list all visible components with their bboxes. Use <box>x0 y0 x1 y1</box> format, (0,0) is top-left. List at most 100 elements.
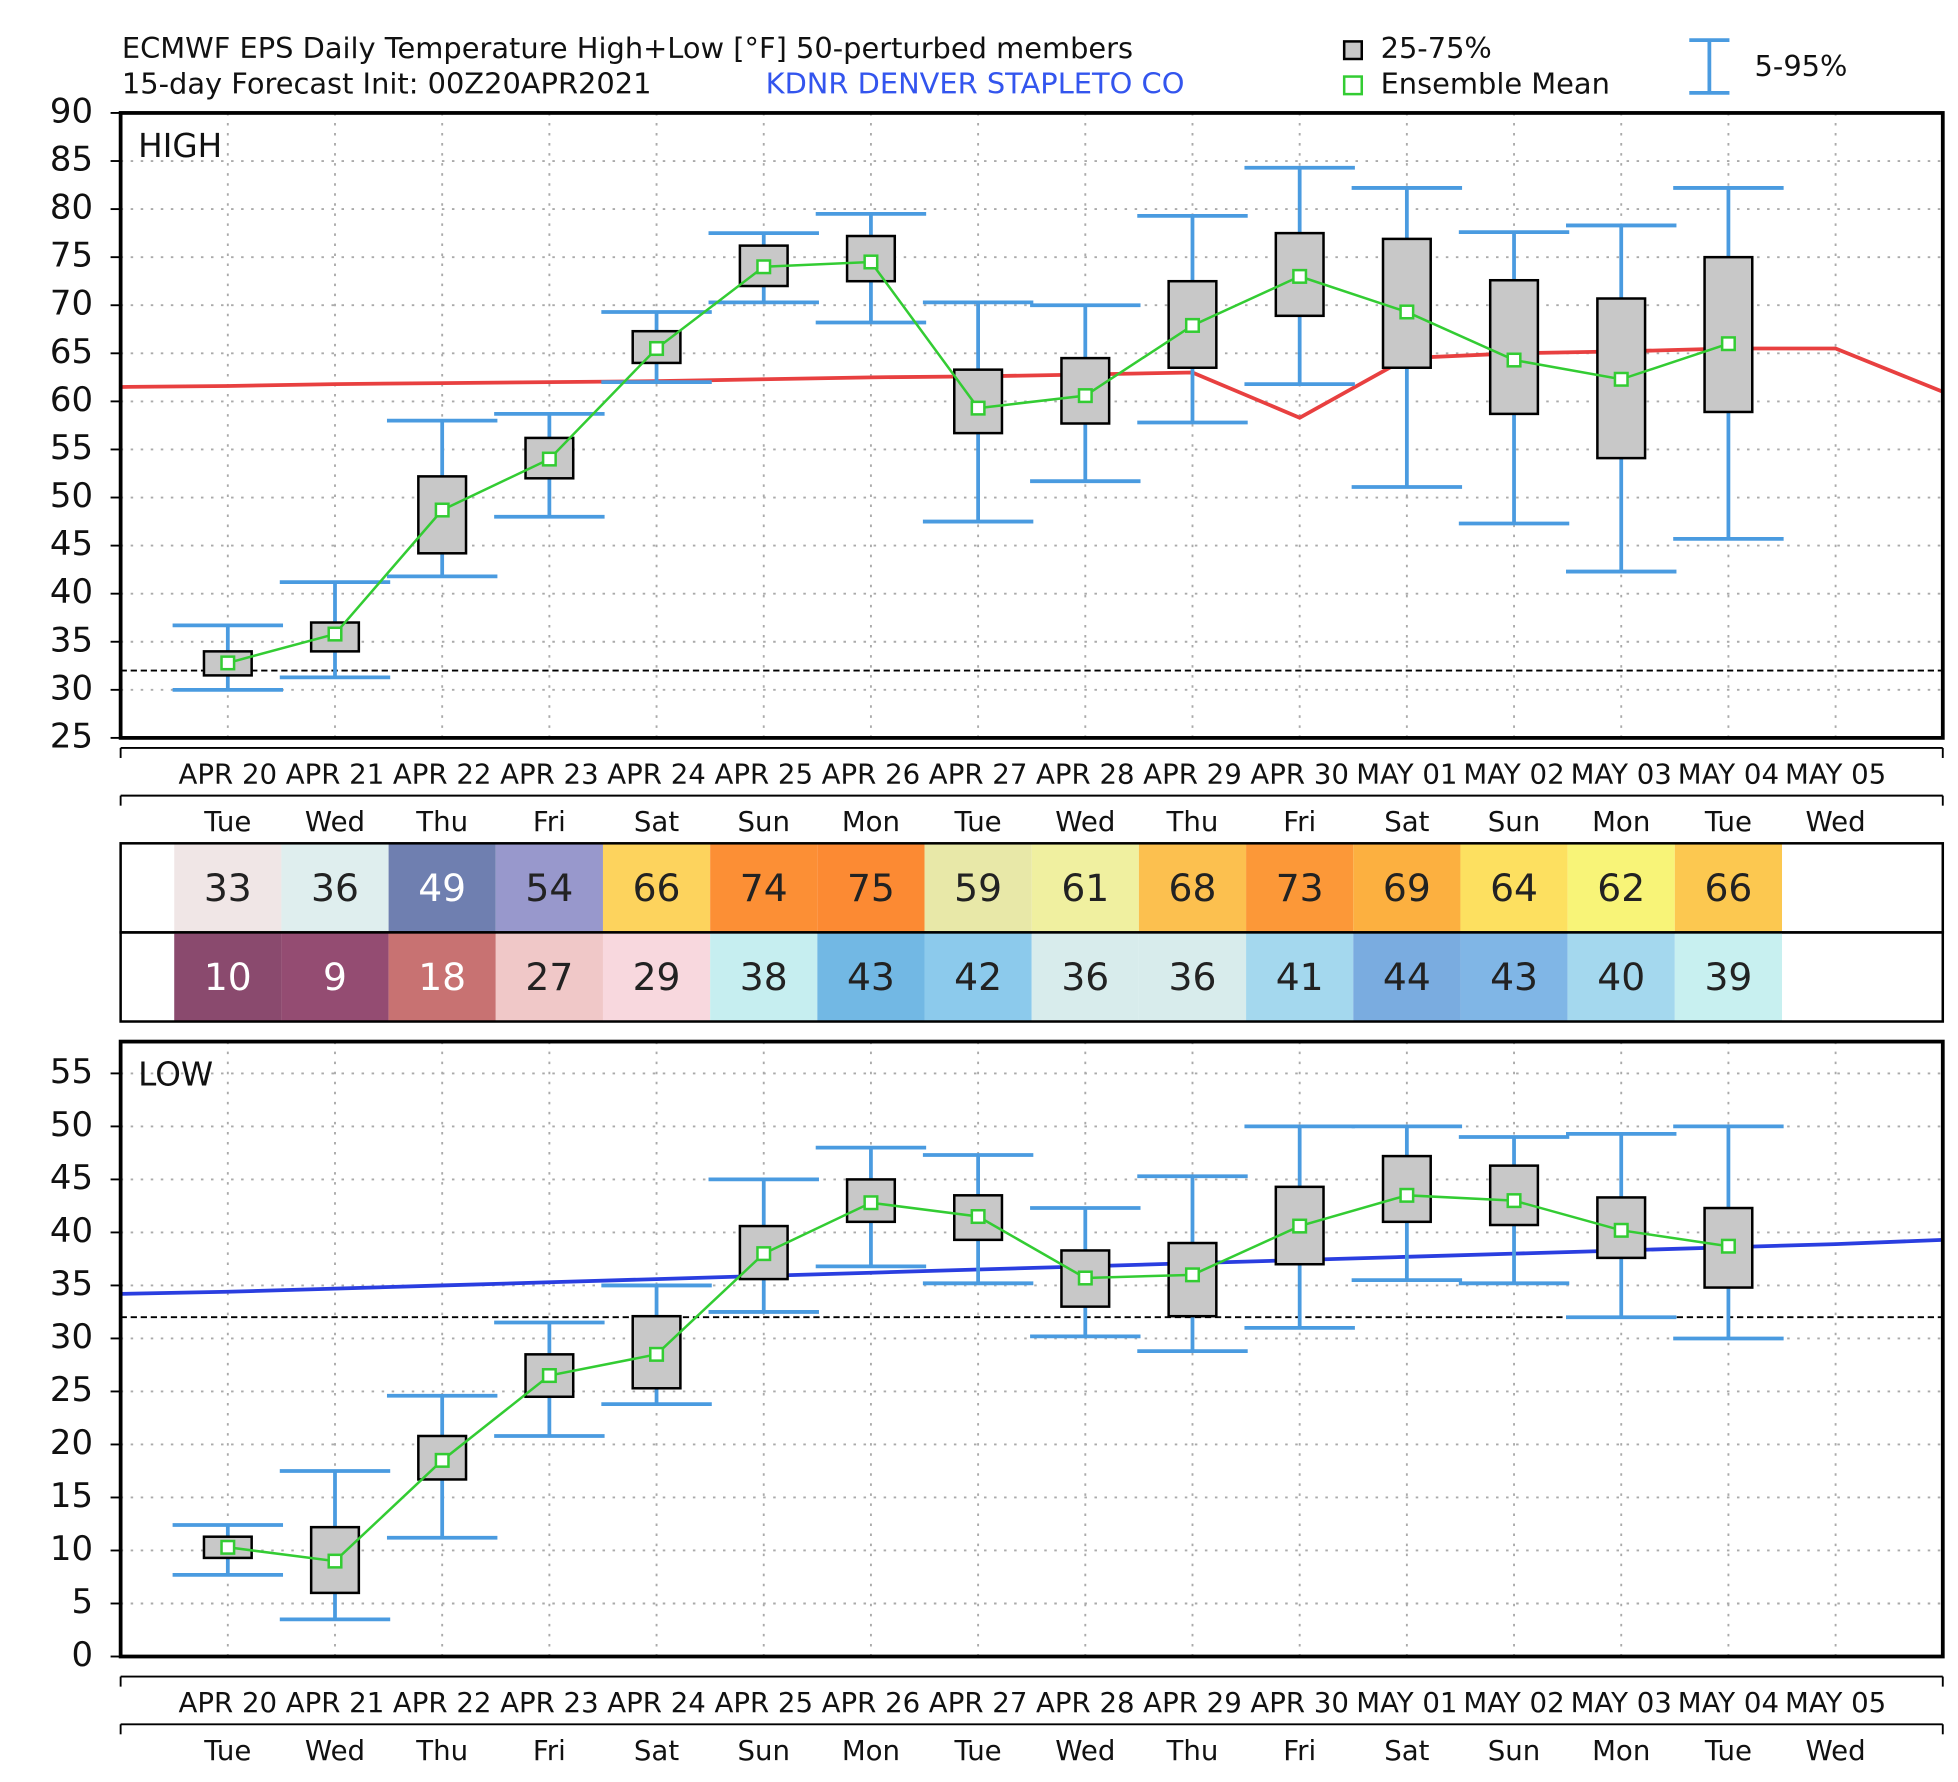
table-cell <box>281 843 389 933</box>
table-cell <box>1353 843 1461 933</box>
x-tick-label: Tue <box>1704 1734 1752 1767</box>
x-tick-label: APR 28 <box>1036 758 1135 791</box>
table-value: 36 <box>1061 955 1109 999</box>
legend-whisker <box>1689 38 1730 95</box>
mean-marker <box>1077 1270 1093 1286</box>
mean-marker <box>1720 1238 1736 1254</box>
table-value: 39 <box>1704 955 1752 999</box>
x-tick-label: Mon <box>842 805 900 838</box>
table-value: 9 <box>323 955 347 999</box>
y-tick-label: 45 <box>50 1158 93 1197</box>
mean-marker <box>1399 1187 1415 1203</box>
reference-line <box>120 346 1944 420</box>
mean-marker <box>863 1195 879 1211</box>
x-tick-label: APR 26 <box>822 758 921 791</box>
table-value: 18 <box>418 955 466 999</box>
table-value: 64 <box>1490 866 1538 910</box>
x-tick-label: Sun <box>737 805 790 838</box>
x-tick-label: Tue <box>954 805 1002 838</box>
box <box>1596 297 1647 460</box>
x-tick-label: Tue <box>954 1734 1002 1767</box>
table-value: 43 <box>1490 955 1538 999</box>
mean-marker <box>1506 352 1522 368</box>
table-cell <box>174 843 282 933</box>
mean-marker <box>1184 1267 1201 1283</box>
y-tick-label: 10 <box>50 1529 93 1568</box>
x-tick-label: Sat <box>634 805 679 838</box>
x-tick-label: Tue <box>203 805 251 838</box>
table-row-frame <box>119 931 1945 1023</box>
mean-marker <box>649 340 665 357</box>
mean-marker <box>220 1539 236 1555</box>
table-value: 66 <box>1704 866 1752 910</box>
x-tick-label: APR 20 <box>179 1686 278 1719</box>
x-tick-label: Thu <box>415 1734 468 1767</box>
table-value: 36 <box>1169 955 1217 999</box>
x-tick-label: Sat <box>1384 1734 1429 1767</box>
x-tick-label: APR 25 <box>714 758 813 791</box>
x-tick-label: APR 24 <box>607 758 706 791</box>
x-tick-label: APR 22 <box>393 758 492 791</box>
table-value: 42 <box>954 955 1002 999</box>
table-value: 43 <box>847 955 895 999</box>
x-tick-label: Thu <box>415 805 468 838</box>
y-tick-label: 5 <box>71 1582 93 1621</box>
x-tick-label: APR 30 <box>1250 1686 1349 1719</box>
y-tick-label: 30 <box>50 1317 93 1356</box>
x-tick-label: Wed <box>1806 805 1866 838</box>
mean-marker <box>1399 304 1415 320</box>
x-tick-label: APR 26 <box>822 1686 921 1719</box>
legend-mean <box>1342 75 1364 96</box>
table-cell <box>924 932 1032 1022</box>
x-tick-label: APR 22 <box>393 1686 492 1719</box>
table-cell <box>174 932 282 1022</box>
x-tick-label: Sun <box>737 1734 790 1767</box>
mean-marker <box>863 254 879 270</box>
table-value: 59 <box>954 866 1002 910</box>
table-cell <box>817 843 925 933</box>
table-cell <box>1138 932 1247 1022</box>
x-tick-label: Fri <box>1283 805 1316 838</box>
x-tick-label: APR 30 <box>1250 758 1349 791</box>
table-cell <box>388 932 496 1022</box>
table-cell <box>602 843 711 933</box>
chart-title: ECMWF EPS Daily Temperature High+Low [°F… <box>122 31 1133 65</box>
x-tick-label: MAY 01 <box>1356 758 1457 791</box>
table-cell <box>1460 843 1568 933</box>
x-tick-label: MAY 05 <box>1785 1686 1886 1719</box>
y-tick-label: 35 <box>50 620 93 659</box>
legend-label: 25-75% <box>1381 31 1492 65</box>
x-tick-label: APR 23 <box>500 758 599 791</box>
mean-marker <box>1613 371 1629 387</box>
legend-box <box>1342 40 1364 61</box>
x-tick-label: Wed <box>1806 1734 1866 1767</box>
table-value: 68 <box>1169 866 1217 910</box>
x-tick-label: Tue <box>203 1734 251 1767</box>
mean-marker <box>220 655 236 671</box>
x-tick-label: Wed <box>305 1734 365 1767</box>
box <box>1381 237 1432 369</box>
x-tick-label: APR 23 <box>500 1686 599 1719</box>
table-value: 41 <box>1276 955 1324 999</box>
table-value: 69 <box>1383 866 1431 910</box>
table-value: 62 <box>1597 866 1645 910</box>
plot-frame <box>118 111 1945 740</box>
mean-marker <box>1613 1222 1629 1238</box>
y-tick-label: 65 <box>50 332 93 371</box>
chart-subtitle: 15-day Forecast Init: 00Z20APR2021 <box>122 66 652 100</box>
y-tick-label: 40 <box>50 572 93 611</box>
table-cell <box>495 932 603 1022</box>
table-cell <box>495 843 603 933</box>
table-value: 75 <box>847 866 895 910</box>
table-cell <box>602 932 711 1022</box>
x-tick-label: Sun <box>1488 805 1541 838</box>
y-tick-label: 0 <box>71 1635 93 1674</box>
table-cell <box>1138 843 1247 933</box>
x-tick-label: Mon <box>842 1734 900 1767</box>
mean-marker <box>756 259 772 275</box>
mean-marker <box>434 1452 450 1468</box>
y-tick-label: 30 <box>50 668 93 707</box>
y-tick-label: 25 <box>50 716 93 755</box>
box <box>524 436 575 480</box>
legend-label: 5-95% <box>1755 49 1848 83</box>
